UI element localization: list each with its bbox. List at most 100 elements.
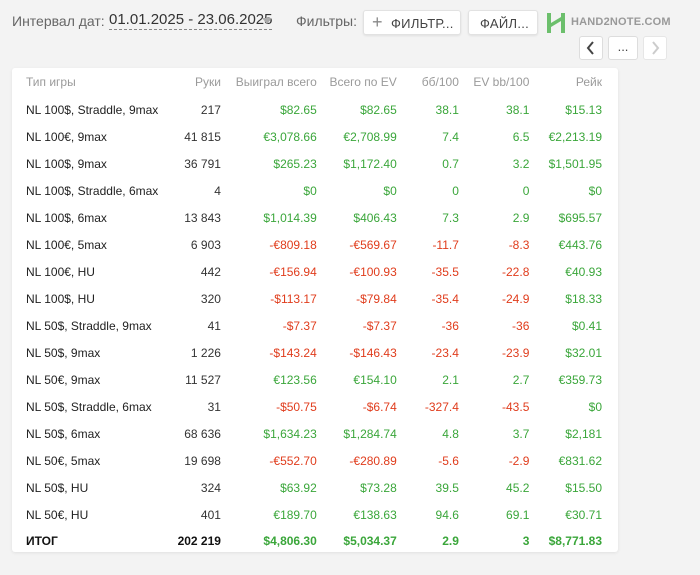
hands-cell: 442: [200, 264, 221, 279]
table-row[interactable]: NL 100$, 6max 13 843 $1,014.39 $406.43 7.3 2.…: [12, 204, 618, 231]
hands-cell: 6 903: [190, 237, 221, 252]
game-type-cell: NL 50€, 5max: [26, 453, 101, 468]
column-header-bb100[interactable]: бб/100: [421, 75, 459, 89]
column-header-ev-total[interactable]: Всего по EV: [329, 75, 397, 89]
won-total-cell: -€156.94: [269, 264, 317, 279]
column-header-won-total[interactable]: Выиграл всего: [235, 75, 317, 89]
game-type-cell: NL 100$, 9max: [26, 156, 107, 171]
table-row[interactable]: NL 100$, Straddle, 9max 217 $82.65 $82.65 38…: [12, 96, 618, 123]
game-type-cell: NL 100€, 9max: [26, 129, 107, 144]
rake-cell: €30.71: [565, 507, 602, 522]
ev-total-cell: $5,034.37: [343, 534, 397, 548]
column-header-game-type[interactable]: Тип игры: [26, 75, 76, 89]
table-row[interactable]: NL 100€, 9max 41 815 €3,078.66 €2,708.99 7.4…: [12, 123, 618, 150]
ev-total-cell: €138.63: [353, 507, 397, 522]
table-row[interactable]: NL 100$, Straddle, 6max 4 $0 $0 0 0 $0: [12, 177, 618, 204]
won-total-cell: $1,014.39: [263, 210, 317, 225]
date-range-picker[interactable]: 01.01.2025 - 23.06.2025: [109, 11, 273, 30]
bb100-cell: -11.7: [432, 237, 459, 252]
ev-total-cell: -€569.67: [349, 237, 397, 252]
column-header-ev-bb100[interactable]: EV bb/100: [473, 75, 530, 89]
ev-total-cell: $0: [383, 183, 397, 198]
table-row[interactable]: NL 50$, Straddle, 9max 41 -$7.37 -$7.37 -36 -…: [12, 312, 618, 339]
ev-bb100-cell: -22.8: [502, 264, 530, 279]
filters-label: Фильтры:: [296, 13, 357, 29]
game-type-cell: NL 100$, HU: [26, 291, 95, 306]
column-header-hands[interactable]: Руки: [194, 75, 221, 89]
rake-cell: $15.13: [565, 102, 602, 117]
add-filter-button[interactable]: + ФИЛЬТР...: [363, 10, 461, 35]
logo-mark-icon: [547, 13, 565, 33]
won-total-cell: €123.56: [273, 372, 317, 387]
table-row[interactable]: NL 100$, 9max 36 791 $265.23 $1,172.40 0.7 3.…: [12, 150, 618, 177]
ev-total-cell: -$7.37: [362, 318, 397, 333]
game-type-cell: NL 50€, HU: [26, 507, 89, 522]
table-row[interactable]: NL 100€, 5max 6 903 -€809.18 -€569.67 -11.7 -…: [12, 231, 618, 258]
table-row[interactable]: NL 50$, Straddle, 6max 31 -$50.75 -$6.74 -32…: [12, 393, 618, 420]
ev-bb100-cell: -36: [512, 318, 530, 333]
table-total-row[interactable]: ИТОГ 202 219 $4,806.30 $5,034.37 2.9 3 $8,771.…: [12, 528, 618, 554]
rake-cell: $1,501.95: [548, 156, 602, 171]
hands-cell: 41: [207, 318, 221, 333]
file-button-label: ФАЙЛ...: [480, 16, 530, 31]
bb100-cell: 94.6: [435, 507, 459, 522]
ev-bb100-cell: 2.7: [512, 372, 530, 387]
ev-bb100-cell: 2.9: [512, 210, 530, 225]
won-total-cell: -$7.37: [282, 318, 317, 333]
ev-total-cell: €154.10: [353, 372, 397, 387]
column-header-rake[interactable]: Рейк: [575, 75, 602, 89]
rake-cell: €40.93: [565, 264, 602, 279]
stats-table-card: Тип игры Руки Выиграл всего Всего по EV …: [12, 68, 618, 552]
rake-cell: $695.57: [558, 210, 602, 225]
chevron-down-icon[interactable]: [262, 18, 272, 24]
table-row[interactable]: NL 50€, 9max 11 527 €123.56 €154.10 2.1 2.7 €3…: [12, 366, 618, 393]
game-type-cell: NL 50€, 9max: [26, 372, 101, 387]
game-type-cell: NL 100€, 5max: [26, 237, 107, 252]
won-total-cell: $4,806.30: [263, 534, 317, 548]
ev-bb100-cell: 38.1: [506, 102, 530, 117]
more-button[interactable]: ...: [608, 36, 638, 60]
ev-total-cell: $1,284.74: [343, 426, 397, 441]
rake-cell: $0: [588, 183, 602, 198]
won-total-cell: €3,078.66: [263, 129, 317, 144]
hands-cell: 320: [200, 291, 221, 306]
ev-bb100-cell: 3: [522, 534, 530, 548]
stats-table: Тип игры Руки Выиграл всего Всего по EV …: [12, 68, 618, 554]
table-row[interactable]: NL 50$, HU 324 $63.92 $73.28 39.5 45.2 $15.50: [12, 474, 618, 501]
rake-cell: $2,181: [565, 426, 602, 441]
ev-total-cell: -€280.89: [349, 453, 397, 468]
hands-cell: 4: [214, 183, 221, 198]
ev-total-cell: -$6.74: [362, 399, 397, 414]
table-row[interactable]: NL 50$, 6max 68 636 $1,634.23 $1,284.74 4.8 3…: [12, 420, 618, 447]
rake-cell: $0.41: [571, 318, 602, 333]
ev-bb100-cell: 3.7: [512, 426, 530, 441]
ev-bb100-cell: -43.5: [502, 399, 530, 414]
bb100-cell: 7.3: [442, 210, 459, 225]
ev-total-cell: -€100.93: [349, 264, 397, 279]
table-row[interactable]: NL 100€, HU 442 -€156.94 -€100.93 -35.5 -22.8…: [12, 258, 618, 285]
won-total-cell: €189.70: [273, 507, 317, 522]
rake-cell: €359.73: [558, 372, 602, 387]
ev-bb100-cell: 0: [522, 183, 530, 198]
chevron-right-icon: [652, 41, 660, 55]
won-total-cell: $63.92: [280, 480, 317, 495]
toolbar: Интервал дат: 01.01.2025 - 23.06.2025 Фи…: [0, 0, 700, 60]
hands-cell: 11 527: [185, 372, 221, 387]
file-button[interactable]: ФАЙЛ...: [468, 10, 538, 35]
rake-cell: €831.62: [558, 453, 602, 468]
rake-cell: $8,771.83: [548, 534, 602, 548]
table-row[interactable]: NL 50$, 9max 1 226 -$143.24 -$146.43 -23.4 -2…: [12, 339, 618, 366]
won-total-cell: $0: [303, 183, 317, 198]
ev-total-cell: $1,172.40: [343, 156, 397, 171]
next-button[interactable]: [643, 36, 667, 60]
previous-button[interactable]: [579, 36, 603, 60]
bb100-cell: -23.4: [431, 345, 459, 360]
table-row[interactable]: NL 100$, HU 320 -$113.17 -$79.84 -35.4 -24.9 $…: [12, 285, 618, 312]
table-row[interactable]: NL 50€, HU 401 €189.70 €138.63 94.6 69.1 €30.7…: [12, 501, 618, 528]
table-row[interactable]: NL 50€, 5max 19 698 -€552.70 -€280.89 -5.6 -2…: [12, 447, 618, 474]
game-type-cell: NL 100$, Straddle, 9max: [26, 102, 159, 117]
bb100-cell: 2.1: [442, 372, 459, 387]
bb100-cell: -327.4: [424, 399, 459, 414]
bb100-cell: 38.1: [435, 102, 459, 117]
rake-cell: $15.50: [565, 480, 602, 495]
